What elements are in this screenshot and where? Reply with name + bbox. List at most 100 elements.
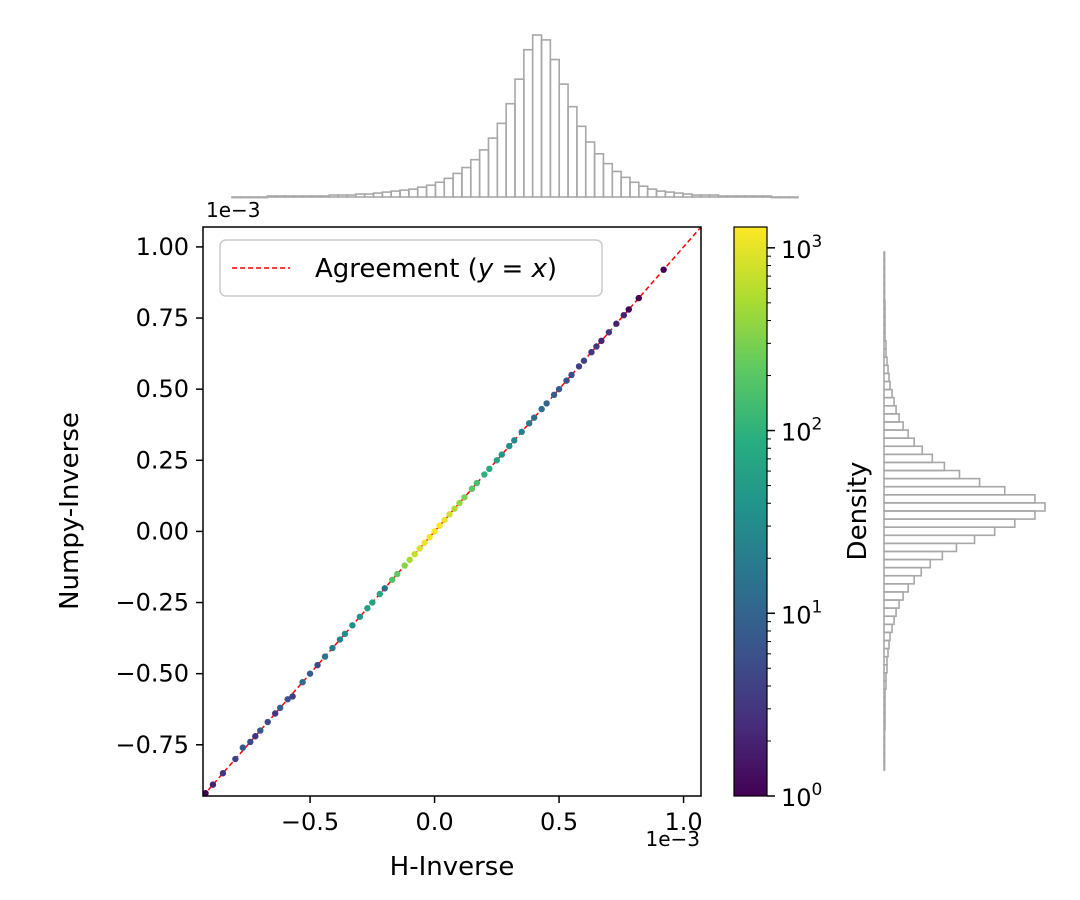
scatter-point xyxy=(364,605,371,612)
scatter-point xyxy=(329,644,336,652)
y-hist-bar xyxy=(883,388,893,399)
x-hist-bar xyxy=(284,195,295,198)
scatter-point xyxy=(580,357,588,364)
scatter-point xyxy=(321,653,329,660)
scatter-point xyxy=(252,733,259,740)
y-tick-label: −0.75 xyxy=(115,731,189,759)
scatter-point xyxy=(446,511,453,518)
scatter-point xyxy=(421,539,428,546)
scatter-point xyxy=(498,451,505,458)
x-hist-bar xyxy=(540,39,552,198)
scatter-point xyxy=(411,550,418,558)
y-hist-bar xyxy=(883,639,890,650)
y-hist-bar xyxy=(883,396,895,407)
scatter-point xyxy=(605,329,613,336)
y-hist-bar xyxy=(883,429,909,439)
x-hist-bar xyxy=(584,141,596,198)
scatter-point xyxy=(341,630,349,638)
y-hist-bar xyxy=(883,615,895,626)
scatter-point xyxy=(543,400,550,407)
x-axis-label: H-Inverse xyxy=(390,852,515,882)
x-hist-bar xyxy=(416,186,428,198)
y-hist-bar xyxy=(883,445,924,456)
x-hist-bar xyxy=(337,194,348,198)
scatter-point xyxy=(481,471,488,478)
y-hist-bar xyxy=(883,623,893,634)
scatter-point xyxy=(550,391,558,399)
scatter-point xyxy=(289,693,296,700)
y-tick-label: −0.50 xyxy=(115,660,189,688)
y-hist-bar xyxy=(883,704,886,715)
y-hist-bar xyxy=(883,324,886,334)
y-hist-bar xyxy=(883,526,996,537)
y-hist-bar xyxy=(883,413,900,423)
scatter-point xyxy=(613,320,620,327)
y-hist-bar xyxy=(883,631,891,642)
scatter-point xyxy=(426,533,433,541)
x-hist-bar xyxy=(469,158,481,198)
scatter-point xyxy=(272,710,279,717)
y-hist-bar xyxy=(883,453,934,464)
y-tick-label: −0.25 xyxy=(115,589,189,617)
scatter-point xyxy=(436,522,443,529)
x-hist-bar xyxy=(735,195,746,198)
scatter-point xyxy=(493,457,501,464)
y-hist-bar xyxy=(883,558,932,569)
y-hist-bar xyxy=(883,542,958,553)
y-tick-label: 0.00 xyxy=(136,517,189,545)
y-hist-bar xyxy=(883,566,923,577)
x-hist-bar xyxy=(355,193,366,198)
y-tick-label: 0.75 xyxy=(136,304,189,332)
scatter-point xyxy=(461,494,468,501)
scatter-point xyxy=(431,528,438,535)
scatter-point xyxy=(468,485,476,492)
scatter-point xyxy=(336,636,344,643)
y-hist-bar xyxy=(883,332,886,342)
x-hist-bar xyxy=(761,195,773,198)
x-tick-label: 0.5 xyxy=(540,808,578,836)
y-hist-bar xyxy=(883,494,1036,504)
x-hist-bar xyxy=(425,184,437,198)
scatter-point xyxy=(203,789,209,796)
x-hist-bar xyxy=(708,194,720,198)
scatter-point xyxy=(257,727,264,734)
scatter-point xyxy=(394,570,401,578)
x-hist-bar xyxy=(399,189,410,198)
colorbar: 100 101 102 103 Density xyxy=(733,226,873,812)
y-tick-label: 0.50 xyxy=(136,375,189,403)
y-hist-bar xyxy=(883,518,1016,528)
scatter-point xyxy=(276,704,284,712)
scatter-point xyxy=(511,437,518,444)
y-hist-bar xyxy=(883,761,886,771)
scatter-point xyxy=(620,311,628,319)
scatter-point xyxy=(598,337,605,344)
y-hist-bar xyxy=(883,404,897,415)
scatter-point xyxy=(389,576,396,583)
legend: Agreement (y = x) xyxy=(219,239,603,297)
y-hist-bar xyxy=(883,680,887,690)
y-hist-bar xyxy=(883,437,915,448)
x-hist-bar xyxy=(372,192,384,198)
x-hist-bar xyxy=(638,185,649,198)
x-hist-bar xyxy=(505,102,516,198)
x-hist-bar xyxy=(531,34,543,198)
y-hist-bar xyxy=(883,275,886,286)
x-tick-label: 1.0 xyxy=(664,808,702,836)
y-hist-bar xyxy=(883,299,886,310)
scatter-point xyxy=(299,679,306,686)
y-hist-bar xyxy=(883,720,886,731)
x-hist-bar xyxy=(301,195,313,198)
y-hist-bar xyxy=(883,315,886,326)
y-hist-bar xyxy=(883,655,888,666)
y-hist-bar xyxy=(883,364,889,375)
scatter-point xyxy=(239,744,247,751)
y-hist-bar xyxy=(883,696,886,707)
x-hist-bar xyxy=(346,194,357,198)
x-hist-bar xyxy=(452,172,463,198)
y-hist-bar xyxy=(883,574,915,585)
x-hist-bar xyxy=(611,170,622,198)
y-hist-bar xyxy=(883,477,981,488)
x-tick-label: 0.0 xyxy=(415,808,453,836)
x-hist-bar xyxy=(390,190,401,198)
